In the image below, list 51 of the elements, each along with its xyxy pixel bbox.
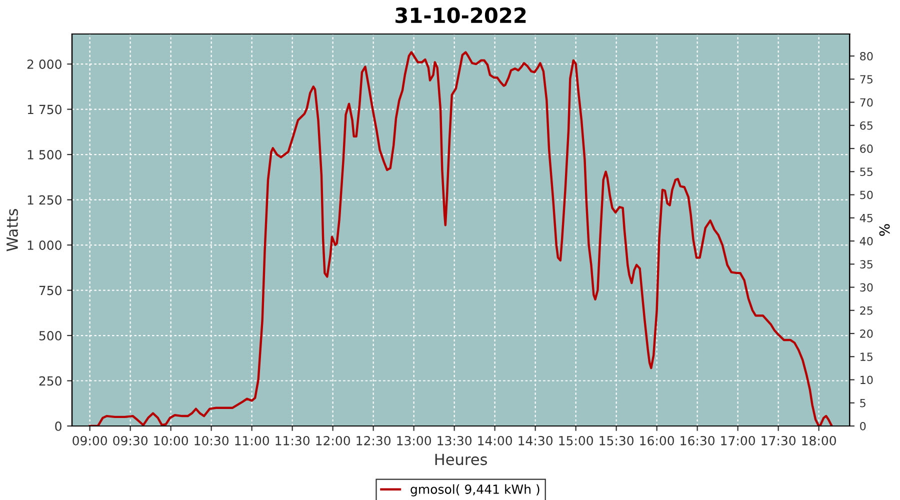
x-tick-label: 10:30 bbox=[194, 436, 228, 446]
x-tick-label: 15:30 bbox=[600, 436, 634, 446]
x-tick-label: 17:30 bbox=[762, 436, 796, 446]
y2-tick-label: 0 bbox=[860, 422, 866, 430]
y-tick-label: 750 bbox=[39, 286, 62, 296]
x-tick-label: 18:00 bbox=[802, 436, 836, 446]
y2-tick-label: 10 bbox=[860, 376, 873, 384]
x-tick-label: 14:00 bbox=[478, 436, 512, 446]
y-tick-label: 1 750 bbox=[28, 104, 62, 114]
line-series bbox=[88, 51, 833, 426]
x-tick-label: 13:00 bbox=[397, 436, 431, 446]
y2-tick-label: 75 bbox=[860, 75, 872, 84]
y2-tick-label: 20 bbox=[860, 329, 873, 338]
y2-tick-label: 15 bbox=[860, 352, 872, 362]
y2-tick-label: 80 bbox=[860, 52, 873, 60]
y2-tick-label: 40 bbox=[860, 236, 873, 246]
x-tick-label: 12:30 bbox=[356, 436, 390, 446]
y-tick-label: 1 000 bbox=[28, 240, 62, 250]
y2-tick-label: 5 bbox=[860, 398, 866, 408]
y-tick-label: 500 bbox=[39, 330, 62, 340]
y-tick-label: 1 500 bbox=[28, 150, 62, 160]
y-axis-title: Watts bbox=[6, 209, 18, 252]
y2-tick-label: 70 bbox=[860, 98, 873, 107]
x-tick-label: 15:00 bbox=[559, 436, 593, 446]
x-axis-title: Heures bbox=[435, 454, 487, 466]
y2-tick-label: 45 bbox=[860, 214, 872, 222]
y2-tick-label: 25 bbox=[860, 306, 872, 315]
x-tick-label: 11:30 bbox=[276, 436, 310, 446]
x-tick-label: 14:30 bbox=[518, 436, 552, 446]
y2-tick-label: 55 bbox=[860, 168, 872, 176]
y-tick-label: 250 bbox=[39, 376, 62, 386]
x-tick-label: 11:00 bbox=[235, 436, 269, 446]
x-tick-label: 17:00 bbox=[721, 436, 755, 446]
x-tick-label: 13:30 bbox=[438, 436, 472, 446]
y2-tick-label: 65 bbox=[860, 121, 872, 130]
x-tick-label: 16:30 bbox=[680, 436, 714, 446]
y2-tick-label: 35 bbox=[860, 260, 872, 269]
y2-tick-label: 50 bbox=[860, 190, 873, 200]
x-tick-label: 09:30 bbox=[113, 436, 148, 446]
legend-label: gmosol( 9,441 kWh ) bbox=[410, 484, 540, 496]
x-tick-label: 09:00 bbox=[72, 436, 107, 446]
y2-axis-title: % bbox=[879, 224, 890, 236]
y2-tick-label: 60 bbox=[860, 144, 873, 153]
y2-tick-label: 30 bbox=[860, 283, 873, 292]
y-tick-label: 1 250 bbox=[28, 195, 62, 205]
x-tick-label: 12:00 bbox=[316, 436, 350, 446]
y-tick-label: 0 bbox=[55, 421, 62, 431]
y-tick-label: 2 000 bbox=[27, 60, 62, 69]
chart-title: 31-10-2022 bbox=[396, 7, 526, 24]
x-tick-label: 16:00 bbox=[640, 436, 674, 446]
x-tick-label: 10:00 bbox=[154, 436, 188, 446]
